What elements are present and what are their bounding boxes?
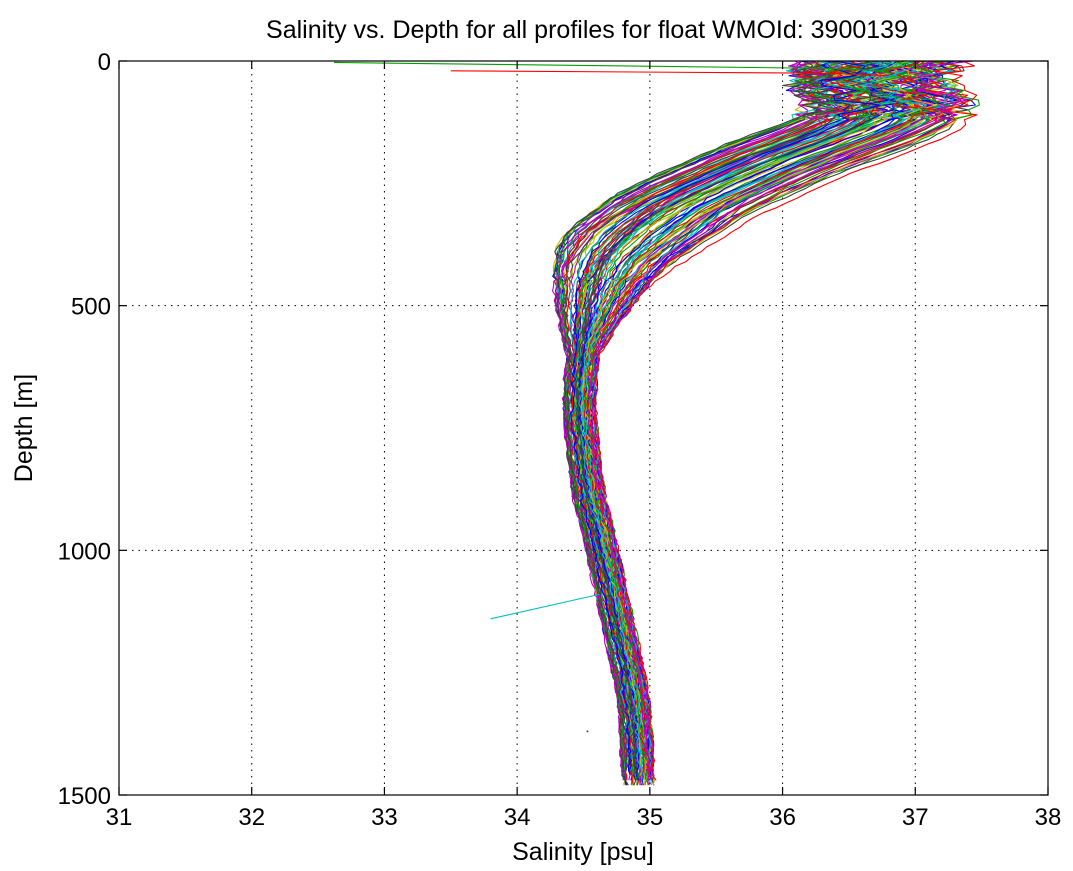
chart-title: Salinity vs. Depth for all profiles for … bbox=[266, 16, 908, 44]
surface-outlier-line bbox=[450, 70, 889, 77]
profile-line bbox=[574, 61, 885, 786]
surface-outlier-line bbox=[333, 61, 889, 72]
profile-line bbox=[561, 61, 844, 781]
profile-line bbox=[589, 61, 962, 786]
x-tick-label: 34 bbox=[504, 804, 531, 831]
x-tick-label: 31 bbox=[106, 804, 133, 831]
stray-point bbox=[586, 730, 589, 733]
x-tick-label: 37 bbox=[902, 804, 929, 831]
x-tick-label: 32 bbox=[238, 804, 265, 831]
x-tick-label: 36 bbox=[769, 804, 796, 831]
profile-line bbox=[563, 61, 854, 771]
x-tick-label: 33 bbox=[371, 804, 398, 831]
grid-lines bbox=[119, 61, 1048, 795]
profile-line bbox=[578, 61, 916, 771]
y-tick-label: 0 bbox=[98, 49, 111, 76]
profile-line bbox=[591, 61, 976, 781]
y-axis-label: Depth [m] bbox=[10, 374, 38, 482]
x-tick-label: 38 bbox=[1035, 804, 1062, 831]
y-tick-label: 1000 bbox=[58, 538, 111, 565]
profile-line bbox=[586, 61, 935, 771]
axis-ticks bbox=[118, 60, 1049, 796]
profile-line bbox=[593, 61, 974, 776]
profile-line bbox=[582, 61, 938, 776]
profile-line bbox=[592, 61, 969, 771]
x-tick-labels: 31 32 33 34 35 36 37 38 bbox=[106, 804, 1062, 831]
profile-line bbox=[593, 61, 970, 786]
x-tick-label: 35 bbox=[637, 804, 664, 831]
profile-line bbox=[573, 61, 877, 776]
y-tick-label: 1500 bbox=[58, 783, 111, 810]
y-tick-label: 500 bbox=[71, 294, 111, 321]
profile-line bbox=[578, 61, 908, 771]
profile-line bbox=[557, 61, 843, 771]
outlier-spike-line bbox=[490, 593, 600, 620]
plot-frame bbox=[118, 60, 1049, 796]
profile-line bbox=[570, 61, 881, 776]
x-axis-label: Salinity [psu] bbox=[512, 838, 654, 866]
profile-lines bbox=[333, 61, 980, 786]
profile-line bbox=[581, 61, 928, 776]
y-tick-labels: 0 500 1000 1500 bbox=[58, 49, 111, 810]
